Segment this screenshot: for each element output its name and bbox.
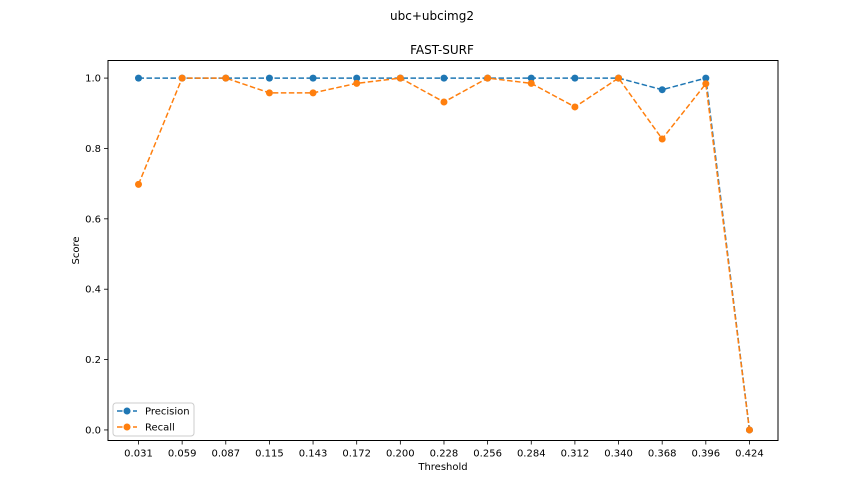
x-tick-label: 0.172 [342, 449, 371, 460]
series-line-recall [137, 77, 751, 431]
y-axis-label: Score [71, 236, 82, 264]
x-tick-label: 0.059 [168, 449, 197, 460]
data-point-precision [702, 74, 710, 82]
x-tick-label: 0.115 [255, 449, 284, 460]
legend-label-recall: Recall [145, 423, 175, 434]
x-tick-label: 0.340 [604, 449, 633, 460]
data-point-recall [396, 74, 404, 82]
data-point-precision [527, 74, 535, 82]
x-tick-label: 0.143 [299, 449, 328, 460]
data-point-recall [353, 79, 361, 87]
x-tick-label: 0.368 [648, 449, 677, 460]
data-point-recall [658, 135, 666, 143]
y-axis: 0.0 0.2 0.4 0.6 0.8 1.0 [85, 74, 108, 436]
data-point-recall [745, 426, 753, 434]
data-point-recall [527, 79, 535, 87]
data-point-precision [309, 74, 317, 82]
x-tick-label: 0.200 [386, 449, 415, 460]
legend-label-precision: Precision [145, 407, 190, 418]
series-layer [135, 74, 753, 434]
data-point-recall [615, 74, 623, 82]
legend: Precision Recall [112, 402, 195, 437]
x-tick-label: 0.284 [517, 449, 546, 460]
chart-title: FAST-SURF [410, 43, 474, 57]
x-tick-label: 0.087 [211, 449, 240, 460]
x-tick-label: 0.424 [735, 449, 764, 460]
x-axis: 0.031 0.059 0.087 0.115 0.143 0.172 0.200 0.228… [124, 440, 764, 460]
data-point-recall [702, 80, 710, 88]
x-axis-label: Threshold [417, 462, 467, 473]
data-point-recall [265, 89, 273, 97]
y-tick-label: 0.2 [85, 355, 101, 366]
y-tick-label: 1.0 [85, 74, 101, 85]
data-point-precision [571, 74, 579, 82]
x-tick-label: 0.312 [561, 449, 590, 460]
x-tick-label: 0.256 [473, 449, 502, 460]
data-point-precision [135, 74, 142, 82]
data-point-precision [440, 74, 448, 82]
data-point-precision [658, 86, 666, 94]
x-tick-label: 0.396 [691, 449, 720, 460]
y-tick-label: 0.0 [85, 425, 101, 436]
data-point-recall [309, 89, 317, 97]
plot-area-frame [107, 60, 779, 441]
series-line-precision [138, 77, 751, 431]
x-tick-label: 0.031 [124, 449, 153, 460]
data-point-precision [265, 74, 273, 82]
y-tick-label: 0.4 [85, 285, 101, 296]
data-point-recall [222, 74, 230, 82]
x-tick-label: 0.228 [430, 449, 459, 460]
figure-suptitle: ubc+ubcimg2 [390, 9, 474, 23]
legend-marker-precision [123, 407, 131, 415]
legend-marker-recall [123, 423, 131, 431]
data-point-recall [178, 74, 186, 82]
data-point-recall [484, 74, 492, 82]
data-point-recall [135, 180, 142, 188]
y-tick-label: 0.6 [85, 214, 101, 225]
y-tick-label: 0.8 [85, 144, 101, 155]
data-point-precision [353, 74, 361, 82]
data-point-recall [440, 98, 448, 106]
data-point-recall [571, 103, 579, 111]
